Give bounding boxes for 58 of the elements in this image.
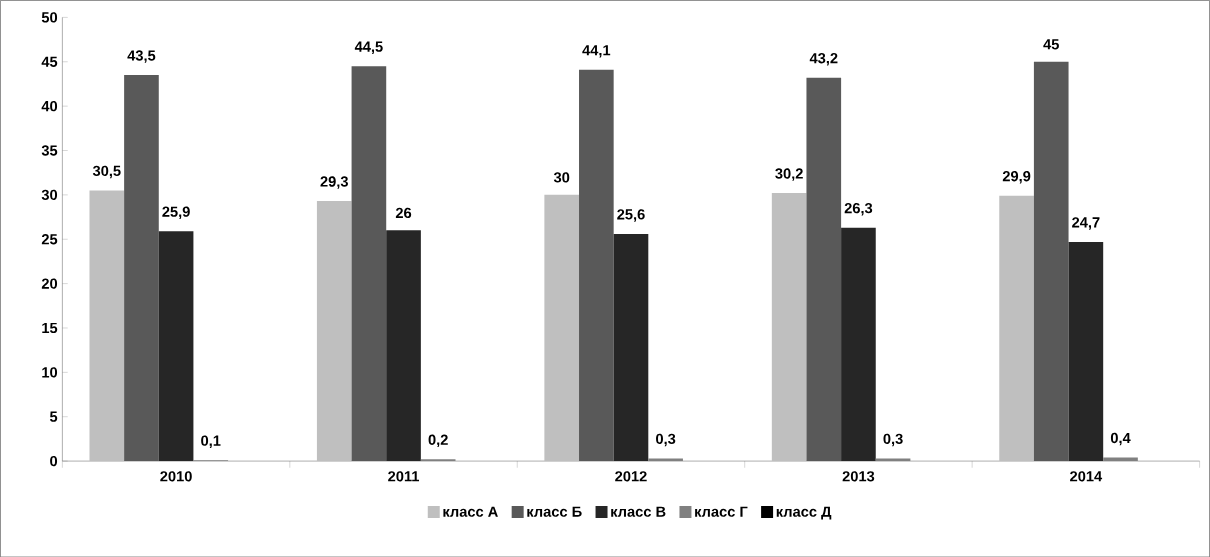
y-tick-label: 30 (41, 189, 58, 200)
bar (89, 190, 125, 461)
data-label: 30,5 (92, 165, 121, 178)
y-tick-label: 45 (41, 56, 58, 67)
data-label: 43,2 (809, 52, 838, 66)
legend-label: класс Г (695, 506, 748, 517)
bar (351, 66, 387, 461)
bar (1033, 61, 1069, 461)
bar (875, 458, 911, 461)
bar (771, 192, 807, 461)
bar (999, 195, 1034, 461)
bar (316, 200, 352, 461)
x-tick-label: 2012 (615, 470, 647, 482)
y-tick-label: 10 (42, 366, 58, 378)
data-label: 30 (553, 172, 570, 183)
data-label: 44,5 (354, 41, 383, 54)
legend-label: класс Б (527, 506, 582, 517)
data-label: 45 (1043, 39, 1059, 50)
data-label: 44,1 (582, 44, 611, 58)
legend-label: класс Д (776, 506, 832, 520)
bar (648, 458, 683, 461)
x-tick-label: 2011 (388, 470, 420, 482)
data-label: 29,3 (320, 176, 348, 189)
data-label: 25,9 (162, 206, 190, 219)
data-label: 43,5 (127, 50, 156, 63)
y-tick-label: 25 (41, 233, 58, 245)
legend-label: класс А (443, 506, 498, 517)
bar (158, 231, 194, 461)
data-label: 26 (395, 207, 412, 218)
y-tick-label: 20 (41, 278, 58, 289)
data-label: 24,7 (1072, 216, 1100, 230)
data-label: 0,1 (201, 435, 221, 448)
data-label: 0,4 (1110, 432, 1131, 446)
bar (386, 230, 421, 461)
bar (579, 69, 614, 461)
data-label: 29,9 (1002, 170, 1031, 184)
data-label: 25,6 (617, 208, 645, 222)
legend-label: класс В (611, 506, 666, 517)
y-tick-label: 15 (42, 322, 58, 333)
data-label: 0,3 (656, 433, 676, 446)
bar (124, 74, 159, 461)
data-label: 0,2 (428, 434, 448, 447)
y-tick-label: 40 (41, 100, 58, 112)
y-tick-label: 0 (50, 455, 58, 467)
bar (841, 227, 876, 461)
bar (806, 77, 842, 461)
y-tick-label: 5 (49, 411, 58, 422)
bar (613, 233, 649, 461)
data-label: 0,3 (883, 433, 903, 446)
bar (544, 194, 580, 461)
y-tick-label: 50 (41, 12, 58, 23)
x-tick-label: 2014 (1070, 470, 1103, 482)
x-tick-label: 2010 (160, 470, 192, 482)
x-tick-label: 2013 (842, 470, 875, 482)
y-tick-label: 35 (41, 145, 58, 156)
data-label: 26,3 (844, 202, 873, 216)
data-label: 30,2 (775, 168, 803, 181)
bar (1068, 241, 1104, 461)
